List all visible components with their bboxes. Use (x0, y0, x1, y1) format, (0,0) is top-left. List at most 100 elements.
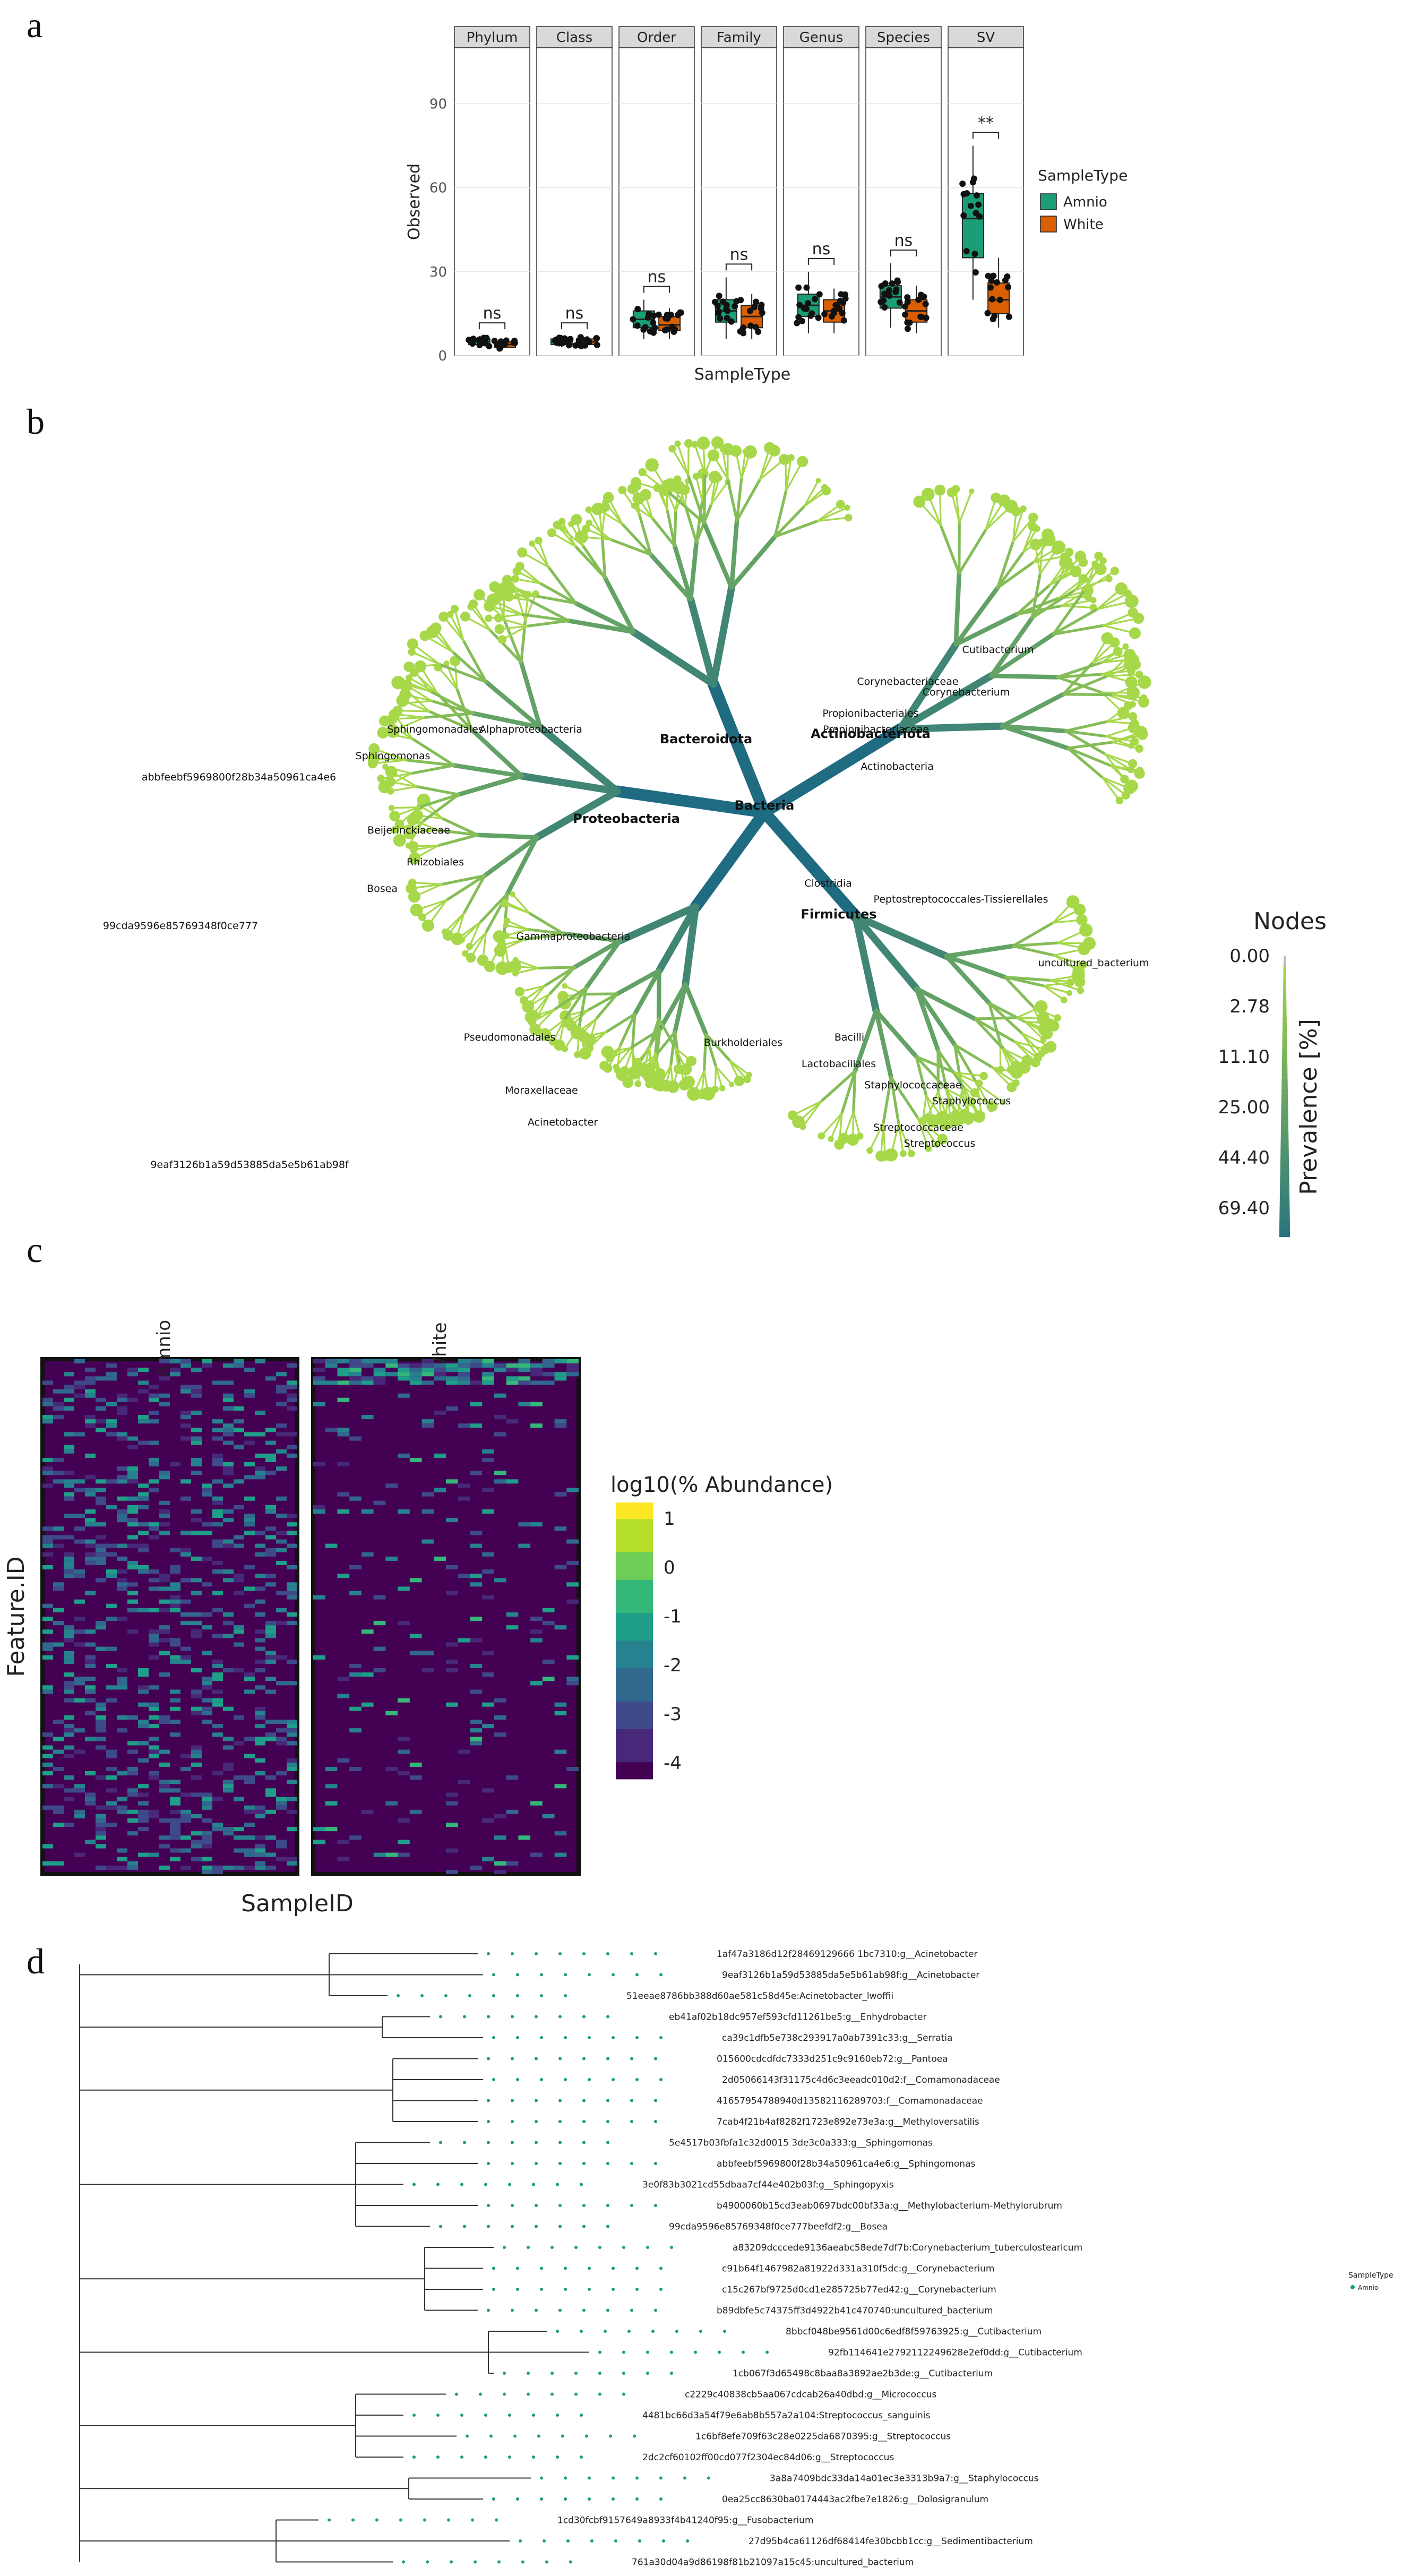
heatmap-cell (42, 1629, 53, 1634)
heatmap-cell (64, 1496, 74, 1501)
heatmap-cell (53, 1543, 64, 1548)
tip-dot (630, 2057, 633, 2060)
heatmap-cell (506, 1376, 519, 1381)
heatmap-cell (74, 1784, 85, 1789)
tree-branch (563, 986, 588, 1021)
tree-leaf-node (1123, 648, 1136, 661)
heatmap-cell (42, 1415, 53, 1420)
tip-dot (561, 2434, 564, 2438)
tip-dot (516, 1994, 519, 1997)
tree-branch (509, 585, 537, 597)
heatmap-cell (385, 1556, 398, 1561)
tree-leaf-node (975, 1110, 983, 1119)
heatmap-cell (255, 1848, 265, 1853)
heatmap-cell (349, 1376, 362, 1381)
heatmap-cell (85, 1368, 96, 1372)
heatmap-cell (180, 1818, 191, 1823)
heatmap-cell (482, 1595, 494, 1600)
tip-dot (566, 2539, 570, 2543)
heatmap-cell (64, 1569, 74, 1574)
heatmap-cell (149, 1578, 159, 1583)
heatmap-cell (470, 1380, 483, 1385)
heatmap-cell (138, 1685, 149, 1690)
tree-leaf-node (1122, 643, 1129, 650)
tree-leaf-node (1128, 712, 1138, 721)
heatmap-cell (149, 1462, 159, 1467)
heatmap-cell (409, 1809, 422, 1814)
heatmap-cell (234, 1668, 244, 1673)
heatmap-cell (202, 1818, 212, 1823)
tree-branch (816, 517, 849, 522)
tree-branch (726, 477, 738, 522)
heatmap-cell (530, 1522, 543, 1527)
tip-dot (606, 2162, 609, 2165)
heatmap-cell (530, 1368, 543, 1372)
heatmap-cell (234, 1797, 244, 1801)
tree-branch (577, 1025, 580, 1056)
tree-leaf-node (958, 1117, 966, 1124)
legend-gradient-segment (616, 1535, 653, 1542)
heatmap-cell (149, 1397, 159, 1402)
heatmap-cell (223, 1539, 234, 1544)
tip-dot (516, 2036, 519, 2039)
heatmap-cell (138, 1608, 149, 1612)
heatmap-cell (506, 1861, 519, 1866)
tree-branch (916, 1117, 944, 1140)
heatmap-cell (234, 1445, 244, 1449)
heatmap-cell (127, 1792, 138, 1797)
heatmap-cell (202, 1488, 212, 1492)
heatmap-cell (64, 1655, 74, 1660)
heatmap-cell (127, 1599, 138, 1604)
heatmap-cell (470, 1638, 483, 1643)
heatmap-cell (265, 1634, 276, 1638)
heatmap-cell (74, 1852, 85, 1857)
tree-leaf-node (1109, 637, 1120, 648)
heatmap-cell (170, 1818, 180, 1823)
heatmap-cell (325, 1428, 338, 1432)
heatmap-cell (265, 1548, 276, 1552)
heatmap-cell (566, 1766, 579, 1771)
tree-branch (945, 1088, 965, 1115)
tip-dot (558, 2120, 562, 2123)
legend-gradient-segment (616, 1579, 653, 1586)
heatmap-cell (191, 1621, 202, 1626)
heatmap-cell (42, 1565, 53, 1570)
heatmap-cell (398, 1818, 410, 1823)
heatmap-cell (470, 1663, 483, 1668)
tree-leaf-node (673, 1064, 684, 1075)
heatmap-cell (106, 1766, 117, 1771)
tip-dot (511, 2015, 514, 2019)
tree-branch (1000, 724, 1070, 751)
heatmap-cell (337, 1380, 350, 1385)
tree-branch (537, 966, 576, 970)
heatmap-cell (325, 1766, 338, 1771)
tree-branch (682, 903, 700, 989)
tree-branch (464, 931, 487, 955)
heatmap-cell (106, 1801, 117, 1806)
tree-leaf-node (591, 503, 604, 516)
heatmap-cell (42, 1771, 53, 1776)
heatmap-cell (202, 1612, 212, 1617)
tip-dot (564, 1973, 567, 1977)
data-point (567, 336, 574, 342)
tree-branch (497, 617, 528, 628)
tree-branch (820, 1112, 843, 1137)
tree-branch (561, 931, 623, 943)
legend-gradient-segment (616, 1508, 653, 1514)
tree-leaf-node (1137, 729, 1148, 740)
heatmap-cell (554, 1625, 567, 1630)
tree-branch (944, 943, 1016, 959)
heatmap-cell (482, 1569, 494, 1574)
heatmap-cell (117, 1681, 127, 1686)
tree-branch (539, 582, 578, 605)
heatmap-cell (64, 1715, 74, 1720)
tree-branch (462, 874, 486, 915)
tip-dot (627, 2330, 631, 2333)
heatmap-cell (149, 1385, 159, 1389)
significance-bracket (478, 322, 506, 330)
heatmap-cell (42, 1805, 53, 1810)
heatmap-cell (170, 1720, 180, 1724)
heatmap-cell (138, 1784, 149, 1789)
heatmap-cell (255, 1531, 265, 1535)
tree-leaf-node (1064, 547, 1074, 557)
